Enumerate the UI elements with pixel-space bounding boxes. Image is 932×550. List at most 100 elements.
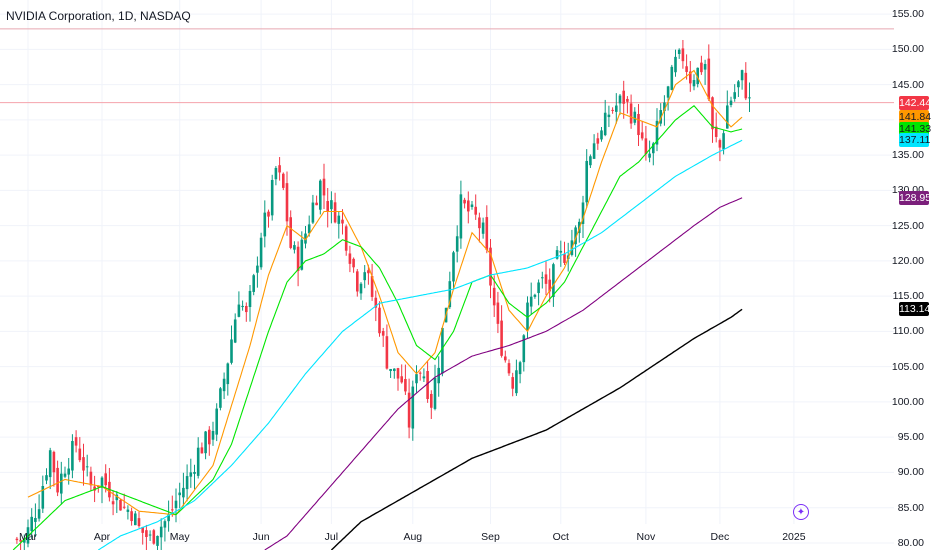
candle-body	[15, 538, 19, 541]
candle-body	[19, 540, 22, 542]
candle-body	[174, 500, 178, 509]
y-tick-label: 120.00	[891, 254, 924, 267]
x-tick-label: Mar	[18, 531, 38, 543]
candle-body	[489, 247, 492, 286]
x-tick-label: Nov	[636, 531, 656, 543]
candle-body	[337, 215, 341, 224]
candle-body	[93, 486, 96, 491]
y-tick-label: 90.00	[897, 466, 924, 479]
candle-body	[171, 509, 174, 511]
candle-body	[52, 451, 56, 473]
candle-body	[396, 368, 400, 379]
candle-body	[222, 378, 226, 392]
candle-body	[544, 274, 548, 284]
candle-body	[703, 64, 707, 70]
candle-body	[333, 202, 337, 223]
candle-body	[71, 441, 74, 471]
candle-body	[696, 67, 699, 85]
candle-body	[726, 105, 729, 129]
price-tag: 113.14	[899, 302, 931, 317]
candle-body	[618, 95, 622, 104]
candle-body	[504, 356, 507, 361]
candle-body	[467, 200, 470, 212]
candle-body	[555, 250, 559, 259]
candle-body	[285, 183, 289, 222]
candle-body	[159, 526, 163, 538]
candle-body	[692, 80, 696, 87]
candle-body	[182, 487, 185, 498]
candle-body	[215, 408, 218, 435]
candle-body	[156, 535, 159, 546]
candle-body	[85, 466, 89, 468]
candle-body	[600, 130, 603, 140]
candle-body	[193, 471, 196, 474]
candle-body	[233, 319, 237, 343]
candle-body	[729, 100, 733, 105]
x-tick-label: Apr	[93, 531, 111, 543]
x-tick-label: Oct	[552, 531, 569, 543]
candle-body	[370, 276, 374, 297]
y-tick-label: 100.00	[891, 395, 924, 408]
candle-body	[89, 471, 93, 486]
candle-body	[259, 237, 263, 268]
candle-body	[304, 233, 307, 244]
candle-body	[548, 279, 551, 292]
candle-body	[230, 339, 233, 363]
candle-body	[478, 217, 481, 229]
candle-body	[685, 66, 688, 72]
candle-body	[219, 388, 222, 408]
candle-body	[526, 302, 529, 331]
candle-body	[208, 429, 211, 445]
candle-body	[145, 530, 148, 537]
candle-body	[411, 386, 415, 429]
crosshair-cursor-icon[interactable]: ✦	[793, 504, 809, 520]
candle-body	[41, 486, 45, 509]
candle-body	[533, 294, 537, 297]
candle-body	[378, 307, 381, 334]
candle-body	[322, 178, 326, 196]
candle-body	[615, 105, 618, 112]
candle-body	[581, 202, 585, 224]
candle-body	[670, 66, 674, 91]
candle-body	[537, 282, 540, 294]
candle-body	[141, 527, 144, 533]
candle-body	[226, 363, 230, 385]
candle-body	[448, 281, 452, 308]
candle-body	[37, 509, 41, 519]
candle-body	[167, 514, 170, 522]
candle-body	[559, 250, 563, 253]
y-tick-label: 115.00	[892, 290, 924, 303]
candle-body	[470, 204, 474, 207]
candle-body	[496, 302, 500, 324]
y-tick-label: 95.00	[897, 431, 924, 444]
candle-body	[248, 290, 252, 308]
candle-body	[341, 219, 344, 224]
price-tag: 141.84	[899, 110, 932, 125]
candle-body	[666, 86, 670, 98]
candle-body	[385, 336, 389, 369]
candle-body	[663, 102, 666, 112]
candle-body	[733, 92, 736, 99]
candle-body	[119, 499, 122, 511]
series-line-ma-50	[98, 139, 743, 550]
candle-body	[352, 258, 355, 268]
candle-body	[122, 506, 126, 508]
candle-body	[178, 492, 181, 496]
candle-body	[267, 211, 270, 217]
candle-body	[689, 71, 692, 84]
candle-body	[507, 363, 511, 374]
candle-body	[163, 521, 167, 528]
y-tick-label: 145.00	[891, 78, 924, 91]
y-tick-label: 135.00	[891, 149, 924, 162]
price-tag: 128.95	[899, 190, 932, 205]
candle-body	[196, 447, 200, 476]
candle-body	[637, 113, 640, 136]
candle-body	[330, 200, 333, 210]
candle-body	[640, 132, 644, 139]
candle-body	[607, 114, 611, 118]
candle-body	[648, 153, 651, 158]
series-line-ma-9	[27, 69, 743, 516]
candle-body	[611, 109, 614, 111]
